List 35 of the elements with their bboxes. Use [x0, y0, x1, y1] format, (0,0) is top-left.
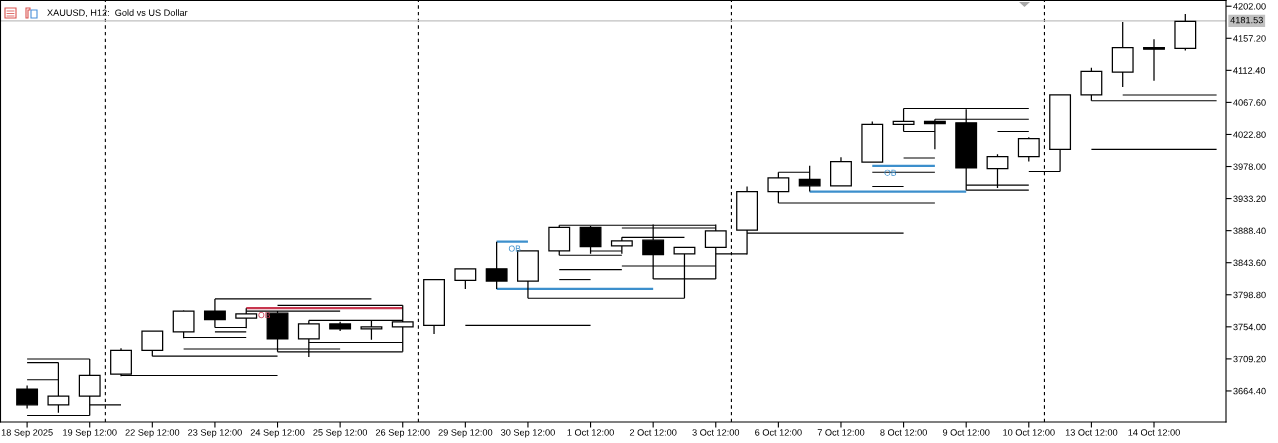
x-tick-label: 19 Sep 12:00: [63, 429, 117, 438]
y-tick-label: 3888.40: [1233, 227, 1266, 235]
x-tick-label: 24 Sep 12:00: [250, 429, 305, 438]
x-tick-label: 8 Oct 12:00: [880, 429, 927, 436]
y-tick-label: 4112.40: [1233, 67, 1266, 74]
ref-line-label: 4181.53: [1230, 16, 1263, 24]
y-tick-label: 3843.60: [1233, 259, 1266, 267]
x-tick-label: 6 Oct 12:00: [755, 429, 802, 436]
x-tick-label: 30 Sep 12:00: [501, 429, 555, 438]
x-tick-label: 18 Sep 2025: [1, 429, 53, 438]
x-tick-label: 25 Sep 12:00: [313, 429, 368, 438]
x-tick-label: 3 Oct 12:00: [692, 429, 740, 436]
y-tick-label: 3709.20: [1233, 355, 1266, 363]
x-tick-label: 29 Sep 12:00: [438, 429, 493, 438]
y-tick-label: 4202.00: [1233, 3, 1266, 10]
x-tick-label: 14 Oct 12:00: [1128, 429, 1180, 436]
x-tick-label: 10 Oct 12:00: [1003, 429, 1055, 436]
x-tick-label: 7 Oct 12:00: [817, 429, 865, 436]
series-label: OB: [508, 245, 521, 252]
x-tick-label: 23 Sep 12:00: [188, 429, 242, 438]
y-tick-label: 4157.20: [1233, 35, 1266, 42]
y-tick-label: 4022.80: [1233, 131, 1266, 138]
y-tick-label: 3978.00: [1233, 163, 1266, 170]
y-tick-label: 3754.00: [1233, 323, 1266, 331]
y-tick-label: 4067.60: [1233, 99, 1266, 106]
y-tick-label: 3798.80: [1233, 291, 1266, 299]
x-tick-label: 26 Sep 12:00: [375, 429, 430, 438]
x-tick-label: 22 Sep 12:00: [125, 429, 180, 438]
y-tick-label: 3933.20: [1233, 195, 1266, 202]
text: XAUUSD, H12: Gold vs US Dollar: [47, 9, 188, 18]
x-tick-label: 13 Oct 12:00: [1065, 429, 1118, 436]
x-tick-label: 9 Oct 12:00: [942, 429, 990, 436]
x-tick-label: 2 Oct 12:00: [629, 429, 677, 436]
y-tick-label: 3664.40: [1233, 387, 1266, 395]
x-tick-label: 1 Oct 12:00: [567, 429, 614, 436]
